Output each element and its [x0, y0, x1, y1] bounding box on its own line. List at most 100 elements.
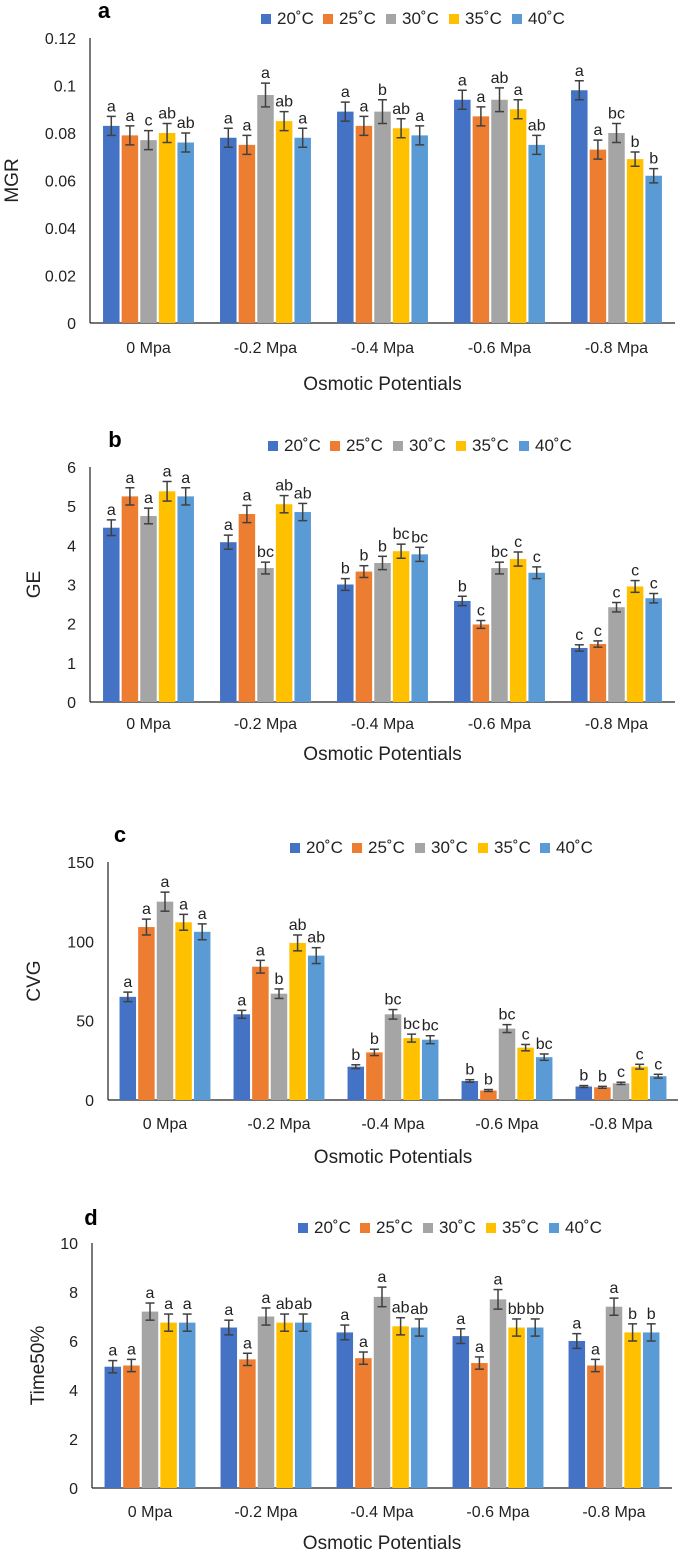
bar — [158, 491, 176, 702]
significance-label: a — [107, 98, 116, 115]
legend-label: 40˚C — [565, 1218, 602, 1237]
bar — [156, 901, 174, 1100]
bar — [220, 542, 237, 702]
legend-swatch-4 — [519, 441, 529, 451]
significance-label: b — [647, 1306, 656, 1323]
significance-label: c — [533, 549, 541, 566]
significance-label: a — [183, 1296, 192, 1313]
y-axis-title: MGR — [2, 158, 23, 202]
significance-label: a — [575, 63, 584, 80]
bar — [392, 1326, 409, 1488]
bar — [294, 137, 311, 323]
y-axis-title: GE — [24, 571, 45, 598]
legend-label: 20˚C — [284, 436, 321, 455]
y-tick-label: 0.02 — [45, 269, 76, 286]
bar — [140, 515, 157, 702]
significance-label: a — [359, 98, 368, 115]
significance-label: a — [123, 974, 132, 991]
bar — [104, 1366, 122, 1488]
x-axis-title: Osmotic Potentials — [303, 374, 461, 395]
bar — [119, 996, 137, 1100]
bar — [612, 1083, 630, 1100]
legend-label: 30˚C — [409, 436, 446, 455]
x-category-label: -0.2 Mpa — [234, 716, 297, 733]
legend-swatch-3 — [449, 14, 459, 24]
significance-label: a — [514, 82, 523, 99]
bar — [175, 922, 192, 1100]
bar — [509, 559, 527, 702]
bar — [158, 133, 176, 323]
significance-label: a — [243, 1335, 252, 1352]
x-category-label: -0.6 Mpa — [468, 716, 531, 733]
y-tick-label: 5 — [67, 499, 76, 516]
significance-label: a — [476, 89, 485, 106]
bar — [645, 175, 662, 323]
bar — [103, 125, 120, 323]
bar — [491, 99, 508, 323]
x-category-label: -0.2 Mpa — [234, 340, 297, 357]
significance-label: a — [261, 65, 270, 82]
significance-label: b — [628, 1306, 637, 1323]
legend-swatch-3 — [478, 843, 488, 853]
significance-label: a — [179, 896, 188, 913]
significance-label: bc — [257, 544, 274, 561]
legend-label: 30˚C — [402, 9, 439, 28]
y-tick-label: 8 — [69, 1285, 78, 1302]
legend-swatch-0 — [268, 441, 278, 451]
bar — [355, 125, 373, 323]
bar — [220, 1327, 238, 1488]
bar — [421, 1039, 439, 1100]
legend-label: 30˚C — [431, 838, 468, 857]
y-tick-label: 0.06 — [45, 174, 76, 191]
significance-label: b — [359, 548, 368, 565]
x-category-label: -0.8 Mpa — [585, 716, 648, 733]
y-tick-label: 0.08 — [45, 126, 76, 143]
bar — [471, 1363, 488, 1488]
panel-letter: a — [98, 0, 111, 23]
y-tick-label: 0 — [85, 1093, 94, 1110]
significance-label: a — [494, 1272, 503, 1289]
significance-label: ab — [276, 1296, 294, 1313]
significance-label: b — [484, 1072, 493, 1089]
bar — [123, 1365, 140, 1488]
significance-label: c — [594, 623, 602, 640]
bar — [233, 1014, 251, 1100]
bar — [220, 137, 237, 323]
x-axis-title: Osmotic Potentials — [303, 1533, 461, 1554]
bar — [374, 111, 391, 323]
bar — [257, 95, 274, 323]
y-tick-label: 150 — [67, 855, 94, 872]
significance-label: a — [107, 502, 116, 519]
y-tick-label: 0.04 — [45, 221, 76, 238]
y-tick-label: 1 — [67, 656, 76, 673]
bar — [270, 993, 288, 1100]
bar — [472, 624, 490, 702]
legend-swatch-2 — [415, 843, 425, 853]
significance-label: b — [465, 1062, 474, 1079]
bar — [121, 135, 139, 323]
significance-label: a — [475, 1339, 484, 1356]
significance-label: a — [415, 108, 424, 125]
bar — [307, 955, 325, 1100]
bar — [517, 1047, 534, 1100]
x-category-label: -0.4 Mpa — [350, 1504, 413, 1521]
legend-label: 20˚C — [277, 9, 314, 28]
significance-label: c — [650, 576, 658, 593]
significance-label: ab — [392, 101, 410, 118]
significance-label: bc — [491, 544, 508, 561]
bar — [178, 1322, 196, 1488]
significance-label: b — [351, 1047, 360, 1064]
x-axis-title: Osmotic Potentials — [303, 744, 461, 765]
x-category-label: -0.6 Mpa — [468, 340, 531, 357]
y-tick-label: 4 — [67, 538, 76, 555]
x-category-label: 0 Mpa — [126, 340, 171, 357]
legend-swatch-3 — [456, 441, 466, 451]
legend-swatch-0 — [261, 14, 271, 24]
y-tick-label: 100 — [67, 934, 94, 951]
bar — [275, 121, 293, 323]
x-category-label: -0.4 Mpa — [351, 716, 414, 733]
legend-label: 35˚C — [472, 436, 509, 455]
significance-label: a — [610, 1280, 619, 1297]
significance-label: bb — [508, 1301, 526, 1318]
bar — [411, 135, 428, 323]
